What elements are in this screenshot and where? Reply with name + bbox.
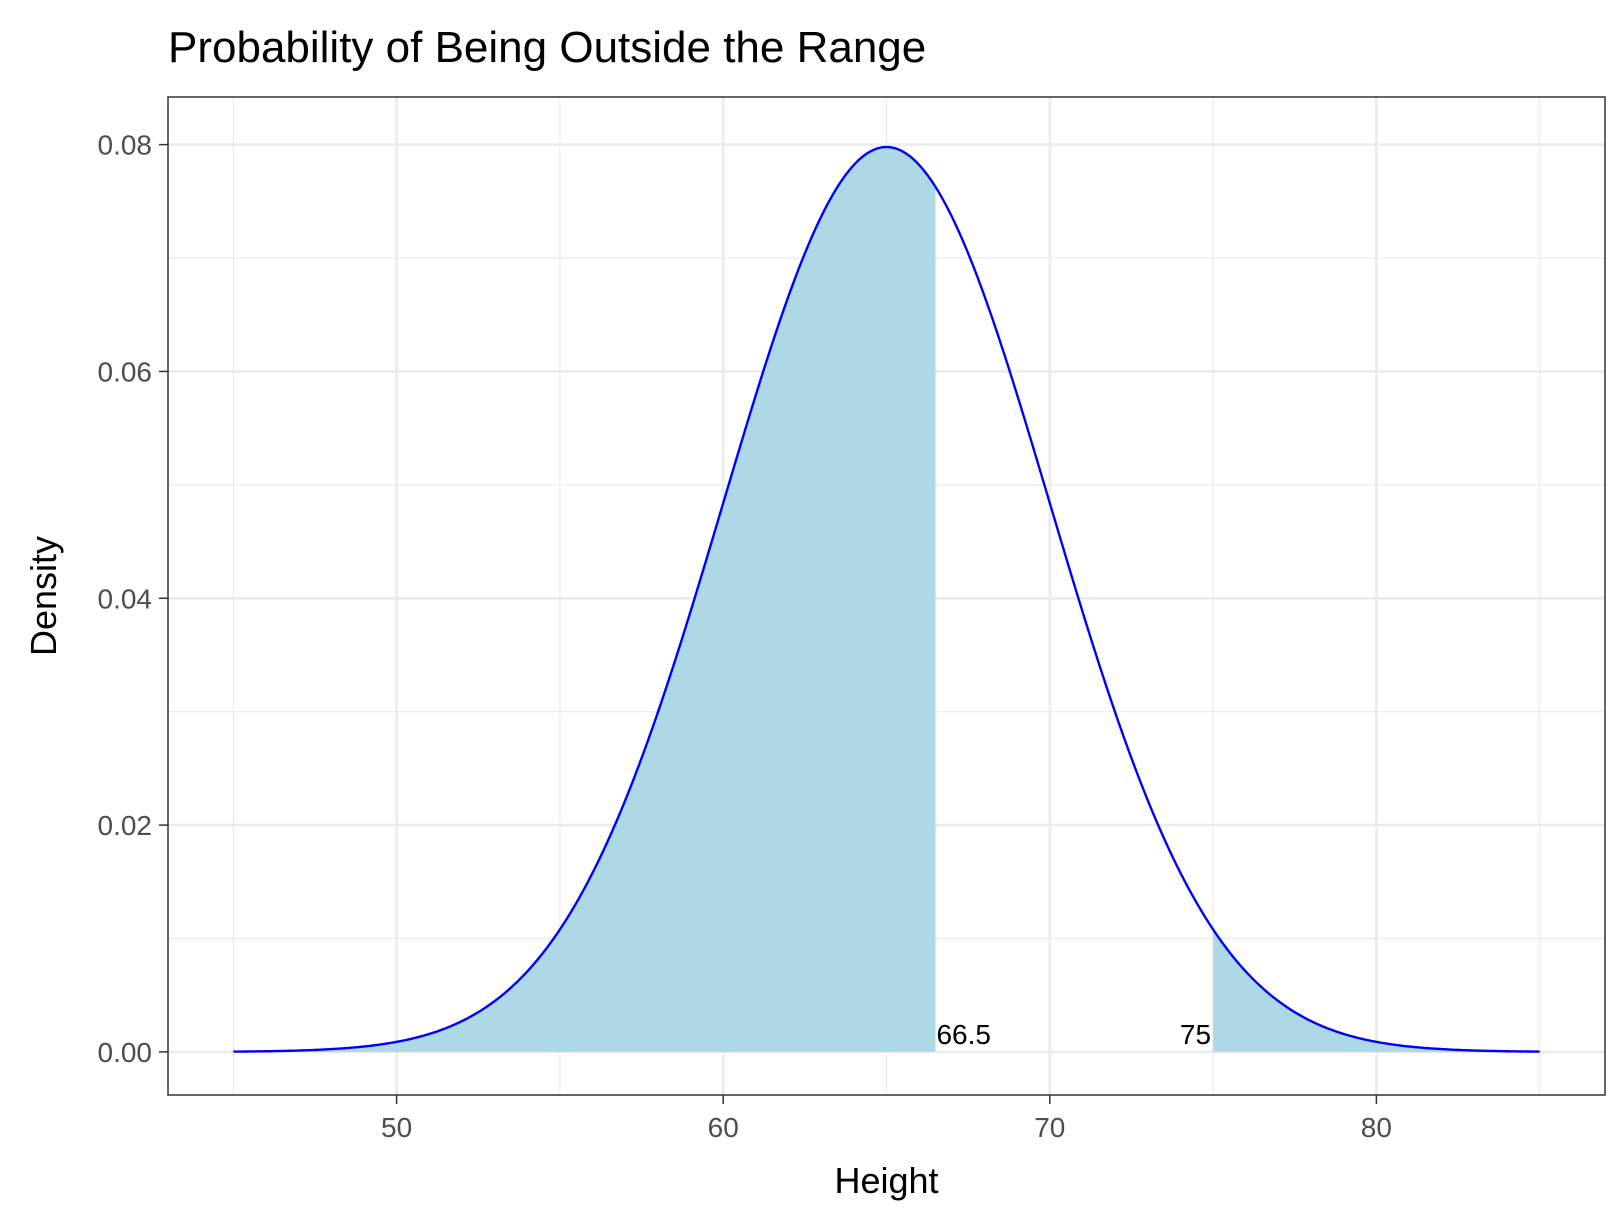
shaded-region-1 [233,147,936,1052]
y-axis: 0.00 0.02 0.04 0.06 0.08 [98,130,168,1068]
y-tick-label: 0.08 [98,130,153,161]
annotation-label: 75 [1180,1019,1211,1050]
plot-panel: 66.5 75 [167,96,1606,1096]
x-tick-label: 50 [381,1112,412,1143]
density-curve [233,145,1540,1053]
shaded-areas [233,147,1540,1052]
panel-border [167,96,1606,1096]
x-tick-label: 70 [1034,1112,1065,1143]
x-axis: 50 60 70 80 [381,1095,1392,1143]
y-tick-label: 0.06 [98,356,153,387]
x-axis-title: Height [834,1160,938,1201]
chart-title: Probability of Being Outside the Range [168,23,926,72]
x-tick-label: 60 [708,1112,739,1143]
annotations: 66.5 75 [936,1019,1211,1050]
annotation-label: 66.5 [936,1019,991,1050]
shaded-region-2 [1213,929,1540,1052]
y-tick-label: 0.02 [98,810,153,841]
y-tick-label: 0.04 [98,583,153,614]
y-axis-title: Density [23,536,64,656]
y-tick-label: 0.00 [98,1037,153,1068]
x-tick-label: 80 [1361,1112,1392,1143]
